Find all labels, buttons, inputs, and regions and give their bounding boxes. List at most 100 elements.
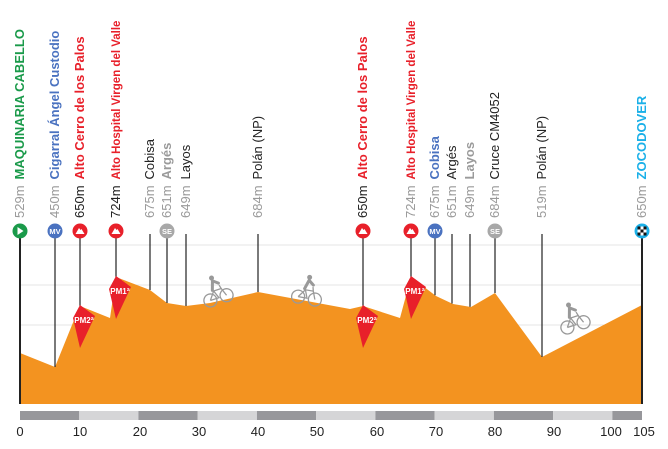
checkered-flag-icon [634, 223, 650, 239]
distance-segment [493, 411, 554, 420]
elevation-profile-area [20, 277, 642, 404]
climb-category-flag: PM1ª [109, 276, 131, 319]
cyclist-icon [560, 302, 591, 335]
x-tick-label: 30 [191, 424, 207, 439]
cyclist-icon [203, 275, 234, 308]
elevation-label: 684m [250, 185, 265, 218]
se-sprint-icon: SE [487, 223, 503, 239]
distance-segment [375, 411, 435, 420]
x-tick-label: 90 [546, 424, 562, 439]
location-name: Polán (NP) [534, 115, 549, 180]
point-label: 724m Alto Hospital Virgen del Valle [403, 20, 419, 218]
point-label: 724m Alto Hospital Virgen del Valle [108, 20, 124, 218]
svg-text:PM1ª: PM1ª [405, 287, 424, 296]
x-tick-label: 100 [600, 424, 622, 439]
point-label: 649m Layos [178, 144, 193, 218]
distance-segment [138, 411, 198, 420]
svg-text:SE: SE [162, 227, 172, 236]
mountain-icon [72, 223, 88, 239]
point-label: 651m Argés [444, 145, 459, 219]
point-label: 519m Polán (NP) [534, 115, 549, 218]
location-name: Cigarral Ángel Custodio [47, 30, 62, 180]
elevation-label: 450m [47, 185, 62, 218]
point-label: 650m Alto Cerro de los Palos [72, 36, 87, 218]
marker-lines [19, 232, 643, 404]
elevation-label: 684m [487, 185, 502, 218]
climb-flags: PM2ª PM1ª PM2ª PM1ª [73, 276, 426, 348]
elevation-label: 724m [403, 185, 418, 218]
location-name: Alto Hospital Virgen del Valle [111, 20, 123, 180]
cyclist-icons [203, 274, 591, 335]
svg-text:PM1ª: PM1ª [110, 287, 129, 296]
point-label: 684m Cruce CM4052 [487, 92, 502, 218]
location-name: Cobisa [142, 139, 157, 180]
elevation-label: 675m [427, 185, 442, 218]
elevation-label: 651m [444, 185, 459, 218]
x-tick-label: 70 [428, 424, 444, 439]
point-label: 650m ZOCODOVER [634, 95, 649, 218]
x-tick-label: 105 [633, 424, 655, 439]
location-name: Alto Hospital Virgen del Valle [406, 20, 418, 180]
elevation-label: 649m [178, 185, 193, 218]
cyclist-icon [290, 274, 323, 307]
location-name: Argés [159, 142, 174, 180]
distance-segment [79, 411, 139, 420]
start-play-icon [12, 223, 28, 239]
elevation-label: 529m [12, 185, 27, 218]
x-tick-label: 10 [72, 424, 88, 439]
point-label: 650m Alto Cerro de los Palos [355, 36, 370, 218]
distance-segment [434, 411, 494, 420]
location-name: Polán (NP) [250, 115, 265, 180]
distance-segment [256, 411, 317, 420]
point-label: 649m Layos [462, 141, 477, 218]
point-label: 675m Cobisa [427, 136, 442, 218]
mv-sprint-icon: MV [47, 223, 63, 239]
location-name: Alto Cerro de los Palos [72, 36, 87, 180]
svg-text:SE: SE [490, 227, 500, 236]
distance-segment [612, 411, 642, 420]
elevation-label: 650m [355, 185, 370, 218]
x-tick-label: 60 [369, 424, 385, 439]
svg-text:MV: MV [49, 227, 60, 236]
point-label: 684m Polán (NP) [250, 115, 265, 218]
distance-segment [553, 411, 613, 420]
elevation-label: 651m [159, 185, 174, 218]
location-name: ZOCODOVER [634, 95, 649, 180]
point-label: 651m Argés [159, 142, 174, 218]
climb-category-flag: PM2ª [73, 305, 95, 348]
distance-scale-bar [20, 411, 642, 420]
location-name: MAQUINARIA CABELLO [12, 29, 27, 180]
svg-text:PM2ª: PM2ª [357, 316, 376, 325]
x-tick-label: 40 [250, 424, 266, 439]
elevation-label: 649m [462, 185, 477, 218]
elevation-label: 519m [534, 185, 549, 218]
mountain-icon [108, 223, 124, 239]
se-sprint-icon: SE [159, 223, 175, 239]
location-name: Cobisa [427, 136, 442, 180]
x-tick-label: 80 [487, 424, 503, 439]
location-name: Cruce CM4052 [487, 92, 502, 180]
mv-sprint-icon: MV [427, 223, 443, 239]
x-tick-label: 50 [309, 424, 325, 439]
point-label: 450m Cigarral Ángel Custodio [47, 30, 62, 218]
mountain-icon [355, 223, 371, 239]
svg-text:PM2ª: PM2ª [74, 316, 93, 325]
elevation-label: 724m [108, 185, 123, 218]
location-name: Layos [462, 141, 477, 180]
x-tick-label: 0 [16, 424, 24, 439]
elevation-label: 650m [634, 185, 649, 218]
distance-segment [316, 411, 376, 420]
elevation-label: 675m [142, 185, 157, 218]
location-name: Argés [444, 145, 459, 180]
point-label: 529m MAQUINARIA CABELLO [12, 29, 27, 218]
svg-text:MV: MV [429, 227, 440, 236]
climb-category-flag: PM2ª [356, 305, 378, 348]
distance-segment [197, 411, 257, 420]
location-name: Layos [178, 144, 193, 180]
x-tick-label: 20 [132, 424, 148, 439]
mountain-icon [403, 223, 419, 239]
location-name: Alto Cerro de los Palos [355, 36, 370, 180]
elevation-label: 650m [72, 185, 87, 218]
distance-segment [20, 411, 80, 420]
